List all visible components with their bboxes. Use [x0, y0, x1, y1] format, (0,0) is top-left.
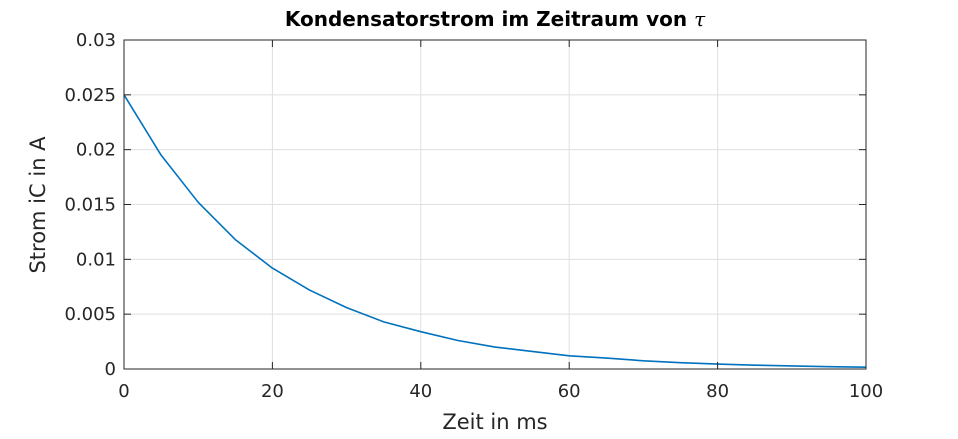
x-tick-label: 80 — [706, 381, 729, 402]
y-axis-label: Strom iC in A — [26, 136, 50, 274]
y-tick-label: 0.02 — [76, 140, 116, 161]
x-tick-label: 100 — [849, 381, 883, 402]
x-axis-label: Zeit in ms — [442, 410, 547, 434]
y-tick-label: 0 — [105, 359, 116, 380]
y-tick-label: 0.015 — [64, 195, 116, 216]
chart-title-text: Kondensatorstrom im Zeitraum von — [285, 7, 687, 31]
tick-layer — [123, 39, 867, 370]
y-tick-labels: 0 0.005 0.01 0.015 0.02 0.025 0.03 — [64, 30, 116, 380]
line-layer — [123, 94, 867, 368]
chart-title: Kondensatorstrom im Zeitraum von τ — [285, 7, 706, 31]
x-tick-label: 20 — [261, 381, 284, 402]
x-tick-label: 60 — [558, 381, 581, 402]
y-tick-label: 0.01 — [76, 249, 116, 270]
chart-title-symbol: τ — [694, 7, 706, 31]
series-line — [123, 94, 867, 368]
x-tick-label: 0 — [118, 381, 129, 402]
y-tick-label: 0.025 — [64, 85, 116, 106]
x-tick-labels: 0 20 40 60 80 100 — [118, 381, 883, 402]
grid-layer — [124, 40, 866, 369]
y-tick-label: 0.03 — [76, 30, 116, 51]
x-tick-label: 40 — [409, 381, 432, 402]
y-tick-label: 0.005 — [64, 304, 116, 325]
